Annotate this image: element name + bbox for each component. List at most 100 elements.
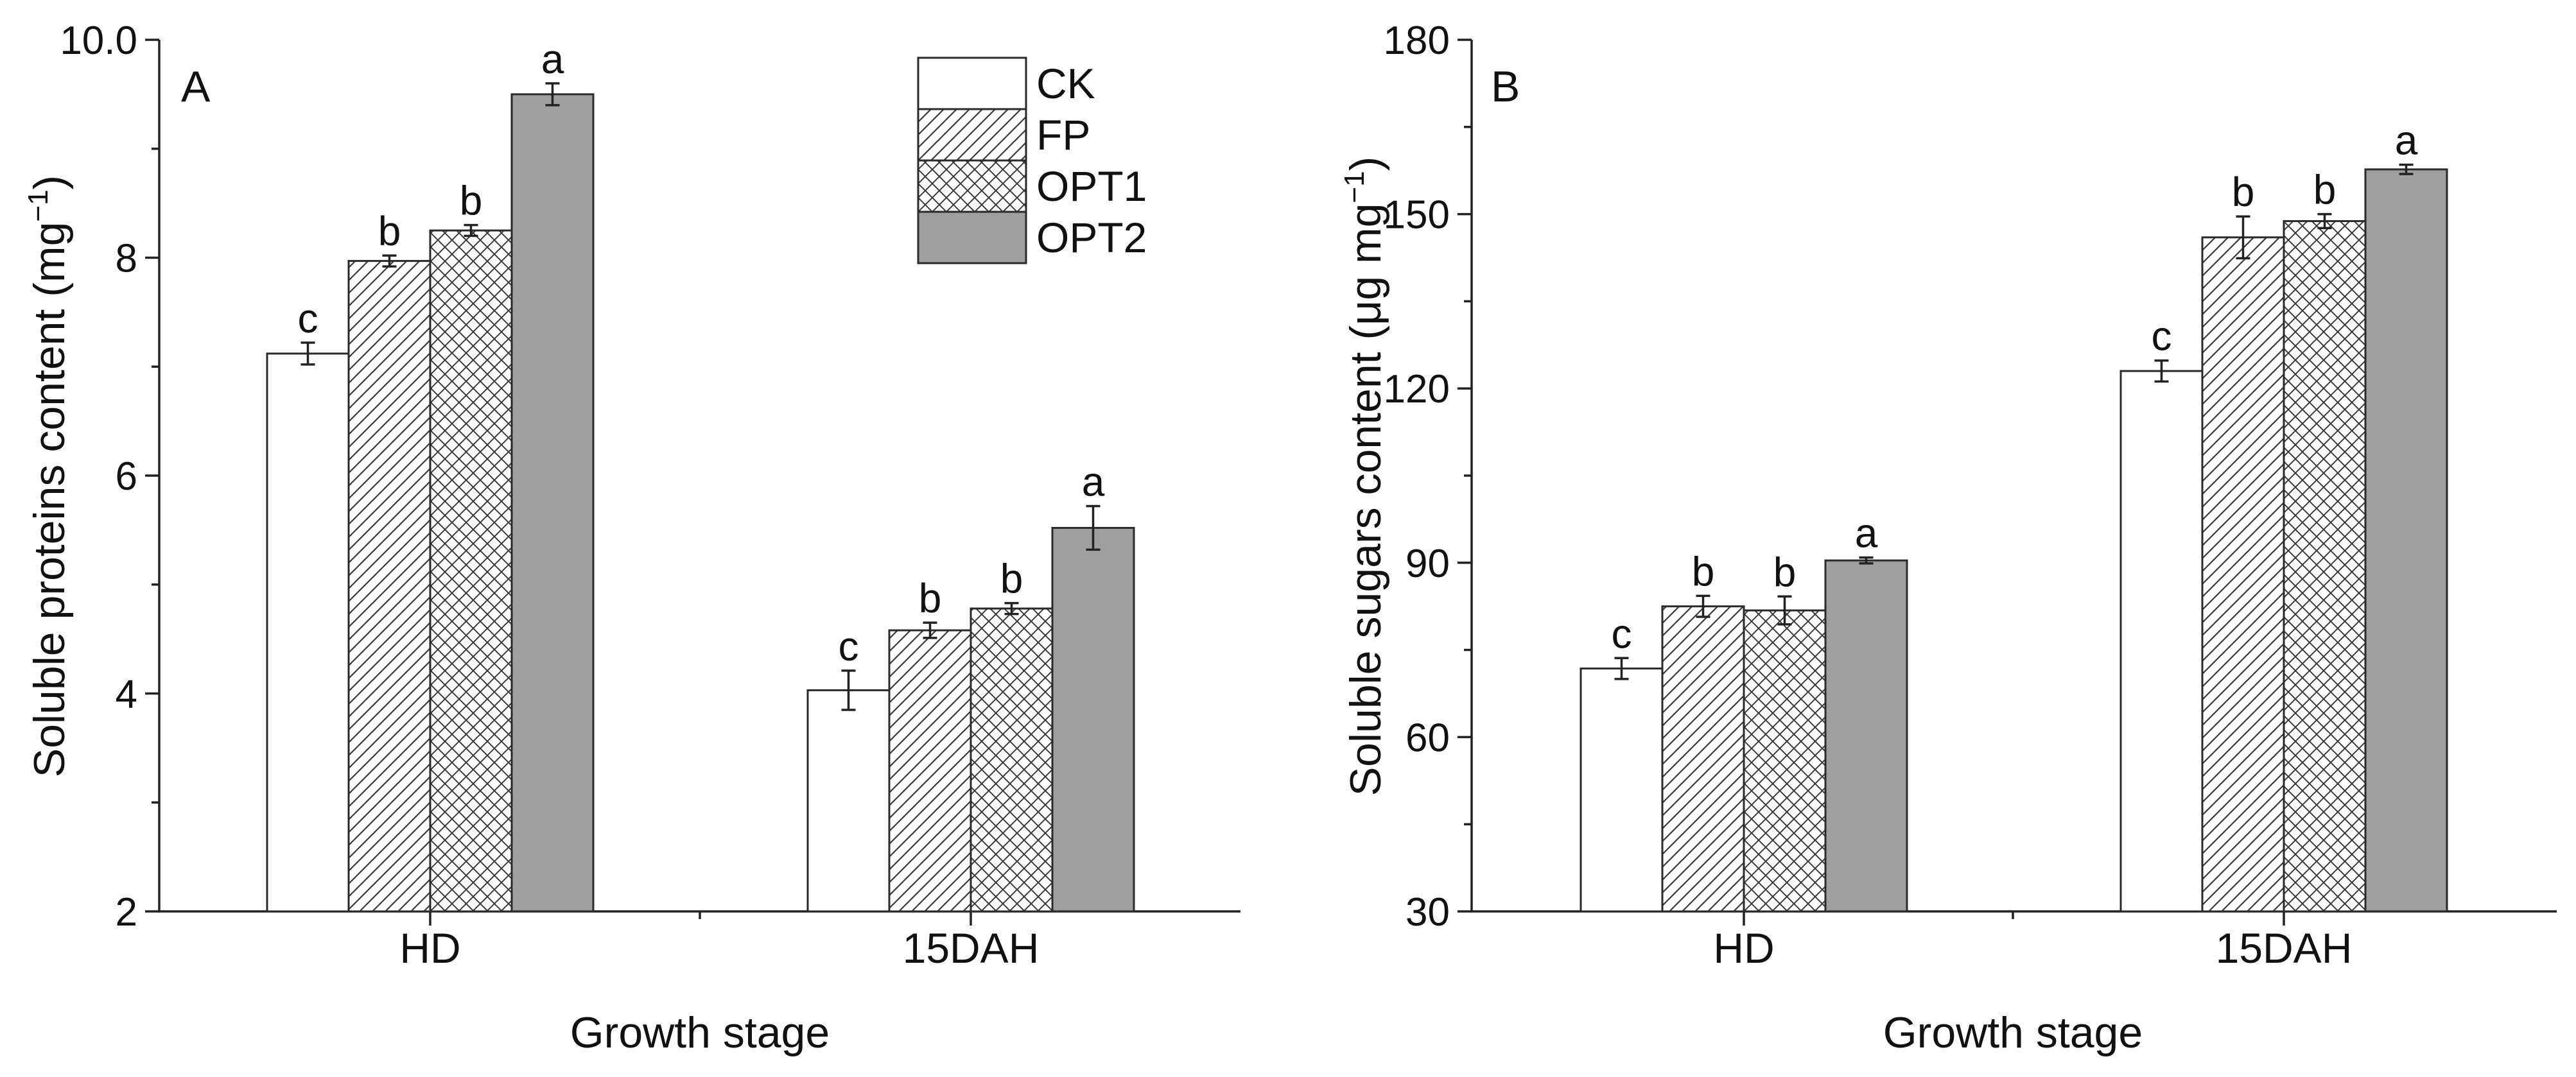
bar-ck-15dah	[2119, 370, 2204, 913]
y-tick-label: 60	[1405, 716, 1450, 760]
significance-letter: c	[298, 295, 318, 341]
panel-a-x-axis-title: Growth stage	[570, 1008, 830, 1057]
legend-swatch-opt2	[917, 211, 1027, 264]
significance-letter: b	[2313, 167, 2337, 213]
legend-swatch-fp	[917, 108, 1027, 162]
error-bar-ck-15dah	[841, 669, 856, 711]
error-bar-ck-hd	[300, 341, 315, 366]
bar-opt2-hd	[510, 93, 595, 913]
significance-letter: a	[1082, 459, 1105, 505]
error-bar-fp-hd	[1696, 594, 1710, 618]
significance-letter: b	[460, 178, 483, 224]
bar-ck-15dah	[806, 689, 891, 913]
y-tick-label: 6	[116, 454, 137, 499]
panel-a-y-axis-title-close: )	[25, 175, 74, 190]
y-tick-label: 90	[1405, 542, 1450, 586]
y-tick-label: 10.0	[60, 19, 137, 63]
y-tick-label: 8	[116, 237, 137, 281]
panel-a-category-label: HD	[399, 924, 460, 972]
bar-fp-15dah	[2201, 236, 2285, 913]
panel-b-letter: B	[1491, 62, 1520, 111]
error-bar-opt2-15dah	[2399, 163, 2414, 175]
bar-fp-hd	[1661, 605, 1745, 913]
legend-swatch-opt1	[917, 159, 1027, 213]
y-tick-label: 4	[116, 673, 137, 717]
bar-fp-15dah	[888, 629, 972, 913]
significance-letter: b	[378, 208, 401, 254]
panel-a-category-label: 15DAH	[903, 924, 1040, 972]
y-tick-label: 2	[116, 890, 137, 935]
significance-letter: a	[1855, 510, 1878, 556]
error-bar-opt2-hd	[1859, 556, 1874, 565]
panel-a-y-axis-title: Soluble proteins content (mg−1)	[22, 175, 74, 777]
error-bar-opt1-hd	[1777, 595, 1792, 626]
panel-a-x-ticks	[429, 911, 972, 926]
bar-opt2-15dah	[1051, 526, 1135, 913]
panel-b-x-axis-title: Growth stage	[1883, 1008, 2143, 1057]
error-bar-opt2-15dah	[1086, 504, 1101, 551]
panel-b-y-axis-title: Soluble sugars content (μg mg−1)	[1339, 157, 1390, 797]
significance-letter: b	[919, 575, 942, 621]
legend-item-opt1: OPT1	[917, 159, 1147, 213]
panel-a-bars	[266, 93, 1135, 913]
panel-b-y-axis-title-superscript: −1	[1339, 171, 1370, 203]
panel-a-y-ticks: 2 4 6 8 10.0	[60, 19, 159, 935]
panel-b-bars	[1580, 168, 2448, 913]
significance-letter: b	[1000, 556, 1023, 602]
panel-a-y-axis-title-main: Soluble proteins content (mg	[25, 222, 74, 778]
y-tick-label: 120	[1384, 367, 1450, 411]
panel-a-error-bars	[300, 82, 1101, 711]
significance-letter: c	[839, 623, 859, 669]
error-bar-opt2-hd	[545, 82, 560, 107]
panel-b-y-ticks: 30 60 90 120 150 180	[1384, 19, 1472, 935]
legend-swatch-ck	[917, 56, 1027, 110]
chart-panel-a: 2 4 6 8 10.0 c b b a c b b a A HD 15DAH Growth stag…	[22, 19, 1240, 1057]
legend-item-ck: CK	[917, 56, 1095, 110]
y-tick-label: 180	[1384, 19, 1450, 63]
significance-letter: b	[1773, 549, 1797, 595]
bar-opt2-hd	[1824, 559, 1908, 913]
error-bar-ck-hd	[1614, 657, 1629, 680]
legend-label-opt1: OPT1	[1036, 162, 1147, 210]
error-bar-opt1-hd	[464, 223, 478, 237]
error-bar-opt1-15dah	[2317, 212, 2332, 230]
legend-label-fp: FP	[1036, 111, 1090, 159]
significance-letter: a	[541, 36, 564, 82]
error-bar-fp-hd	[382, 254, 397, 268]
bar-opt2-15dah	[2364, 168, 2448, 913]
panel-b-category-label: 15DAH	[2216, 924, 2353, 972]
panel-b-category-label: HD	[1713, 924, 1774, 972]
bar-ck-hd	[266, 352, 350, 913]
significance-letter: b	[1692, 548, 1715, 594]
bar-opt1-hd	[1743, 609, 1827, 913]
significance-letter: c	[2152, 313, 2172, 359]
panel-b-error-bars	[1614, 163, 2414, 680]
panel-a-significance-letters: c b b a c b b a	[298, 36, 1105, 669]
bar-fp-hd	[347, 260, 431, 913]
panel-b-y-axis-title-main: Soluble sugars content (μg mg	[1341, 203, 1390, 797]
y-tick-label: 30	[1405, 890, 1450, 935]
bar-ck-hd	[1580, 668, 1664, 913]
significance-letter: c	[1612, 610, 1632, 657]
error-bar-fp-15dah	[2236, 215, 2250, 260]
error-bar-opt1-15dah	[1004, 601, 1019, 616]
panel-b-x-ticks	[1743, 911, 2285, 926]
panel-b-y-axis-title-close: )	[1341, 157, 1390, 171]
bar-opt1-hd	[429, 229, 513, 913]
error-bar-ck-15dah	[2154, 359, 2169, 383]
legend-label-opt2: OPT2	[1036, 214, 1147, 261]
legend-item-opt2: OPT2	[917, 211, 1147, 264]
legend-label-ck: CK	[1036, 60, 1095, 107]
bar-opt1-15dah	[2283, 220, 2367, 913]
chart-panel-b: 30 60 90 120 150 180 c b b a c b b a B HD 15DAH Grow…	[1339, 19, 2557, 1057]
y-tick-label: 150	[1384, 193, 1450, 237]
panel-a-y-axis-title-superscript: −1	[22, 189, 54, 221]
legend: CK FP OPT1 OPT2	[917, 56, 1147, 264]
significance-letter: b	[2232, 169, 2255, 215]
legend-item-fp: FP	[917, 108, 1090, 162]
panel-a-letter: A	[181, 62, 211, 111]
panel-b-significance-letters: c b b a c b b a	[1612, 117, 2418, 657]
error-bar-fp-15dah	[923, 621, 937, 639]
significance-letter: a	[2395, 117, 2418, 164]
